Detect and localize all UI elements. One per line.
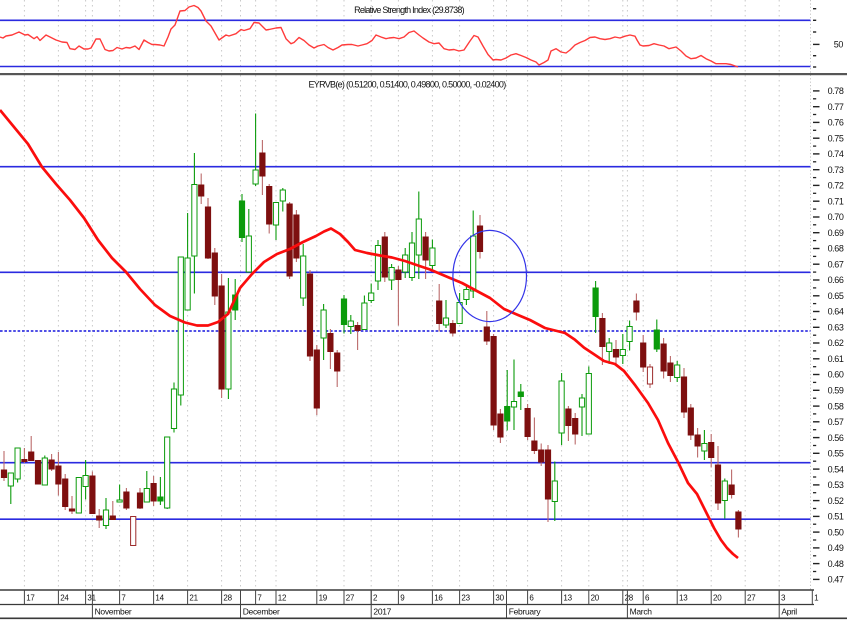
svg-text:20: 20	[591, 594, 600, 603]
svg-text:0.50: 0.50	[828, 527, 844, 537]
svg-text:0.70: 0.70	[828, 212, 844, 222]
svg-text:0.66: 0.66	[828, 275, 844, 285]
svg-text:0.78: 0.78	[828, 86, 844, 96]
svg-text:EYRVB(e) (0.51200, 0.51400, 0.: EYRVB(e) (0.51200, 0.51400, 0.49800, 0.5…	[308, 80, 506, 90]
svg-text:0.48: 0.48	[828, 559, 844, 569]
svg-text:April: April	[781, 607, 797, 617]
svg-text:13: 13	[679, 594, 688, 603]
svg-text:0.56: 0.56	[828, 433, 844, 443]
svg-text:December: December	[243, 607, 280, 617]
svg-text:0.62: 0.62	[828, 338, 844, 348]
svg-text:2017: 2017	[373, 607, 391, 617]
svg-text:6: 6	[529, 594, 534, 603]
svg-text:0.52: 0.52	[828, 496, 844, 506]
svg-text:50: 50	[834, 40, 844, 50]
svg-text:6: 6	[645, 594, 650, 603]
svg-text:28: 28	[223, 594, 232, 603]
svg-text:0.57: 0.57	[828, 417, 844, 427]
svg-text:0.60: 0.60	[828, 370, 844, 380]
svg-text:0.54: 0.54	[828, 464, 844, 474]
svg-text:0.58: 0.58	[828, 401, 844, 411]
svg-text:0.55: 0.55	[828, 449, 844, 459]
svg-text:0.75: 0.75	[828, 133, 844, 143]
svg-text:24: 24	[60, 594, 69, 603]
svg-text:27: 27	[346, 594, 355, 603]
svg-text:7: 7	[257, 594, 262, 603]
svg-text:0.72: 0.72	[828, 181, 844, 191]
svg-text:0.64: 0.64	[828, 307, 844, 317]
svg-text:16: 16	[434, 594, 443, 603]
svg-text:0.61: 0.61	[828, 354, 844, 364]
svg-text:1: 1	[814, 594, 819, 603]
svg-text:0.49: 0.49	[828, 543, 844, 553]
svg-text:0.68: 0.68	[828, 244, 844, 254]
svg-text:0.71: 0.71	[828, 196, 844, 206]
svg-text:3: 3	[781, 594, 786, 603]
svg-text:0.67: 0.67	[828, 259, 844, 269]
svg-text:0.69: 0.69	[828, 228, 844, 238]
svg-text:0.63: 0.63	[828, 323, 844, 333]
svg-text:17: 17	[26, 594, 35, 603]
svg-text:27: 27	[747, 594, 756, 603]
svg-text:9: 9	[400, 594, 405, 603]
svg-text:12: 12	[278, 594, 287, 603]
svg-text:21: 21	[189, 594, 198, 603]
svg-text:30: 30	[495, 594, 504, 603]
svg-text:March: March	[630, 607, 653, 617]
svg-text:0.53: 0.53	[828, 480, 844, 490]
svg-text:23: 23	[461, 594, 470, 603]
svg-text:19: 19	[319, 594, 328, 603]
svg-text:February: February	[509, 607, 542, 617]
svg-text:0.47: 0.47	[828, 575, 844, 585]
svg-text:0.51: 0.51	[828, 512, 844, 522]
svg-text:0.65: 0.65	[828, 291, 844, 301]
svg-text:0.73: 0.73	[828, 165, 844, 175]
svg-text:7: 7	[121, 594, 126, 603]
svg-text:0.76: 0.76	[828, 118, 844, 128]
svg-text:2: 2	[373, 594, 378, 603]
svg-text:Relative Strength Index (29.87: Relative Strength Index (29.8738)	[354, 5, 465, 15]
svg-text:0.74: 0.74	[828, 149, 844, 159]
svg-text:November: November	[95, 607, 132, 617]
svg-text:0.59: 0.59	[828, 386, 844, 396]
svg-text:14: 14	[155, 594, 164, 603]
svg-text:0.77: 0.77	[828, 102, 844, 112]
svg-text:13: 13	[563, 594, 572, 603]
svg-text:20: 20	[713, 594, 722, 603]
svg-text:28: 28	[625, 594, 634, 603]
